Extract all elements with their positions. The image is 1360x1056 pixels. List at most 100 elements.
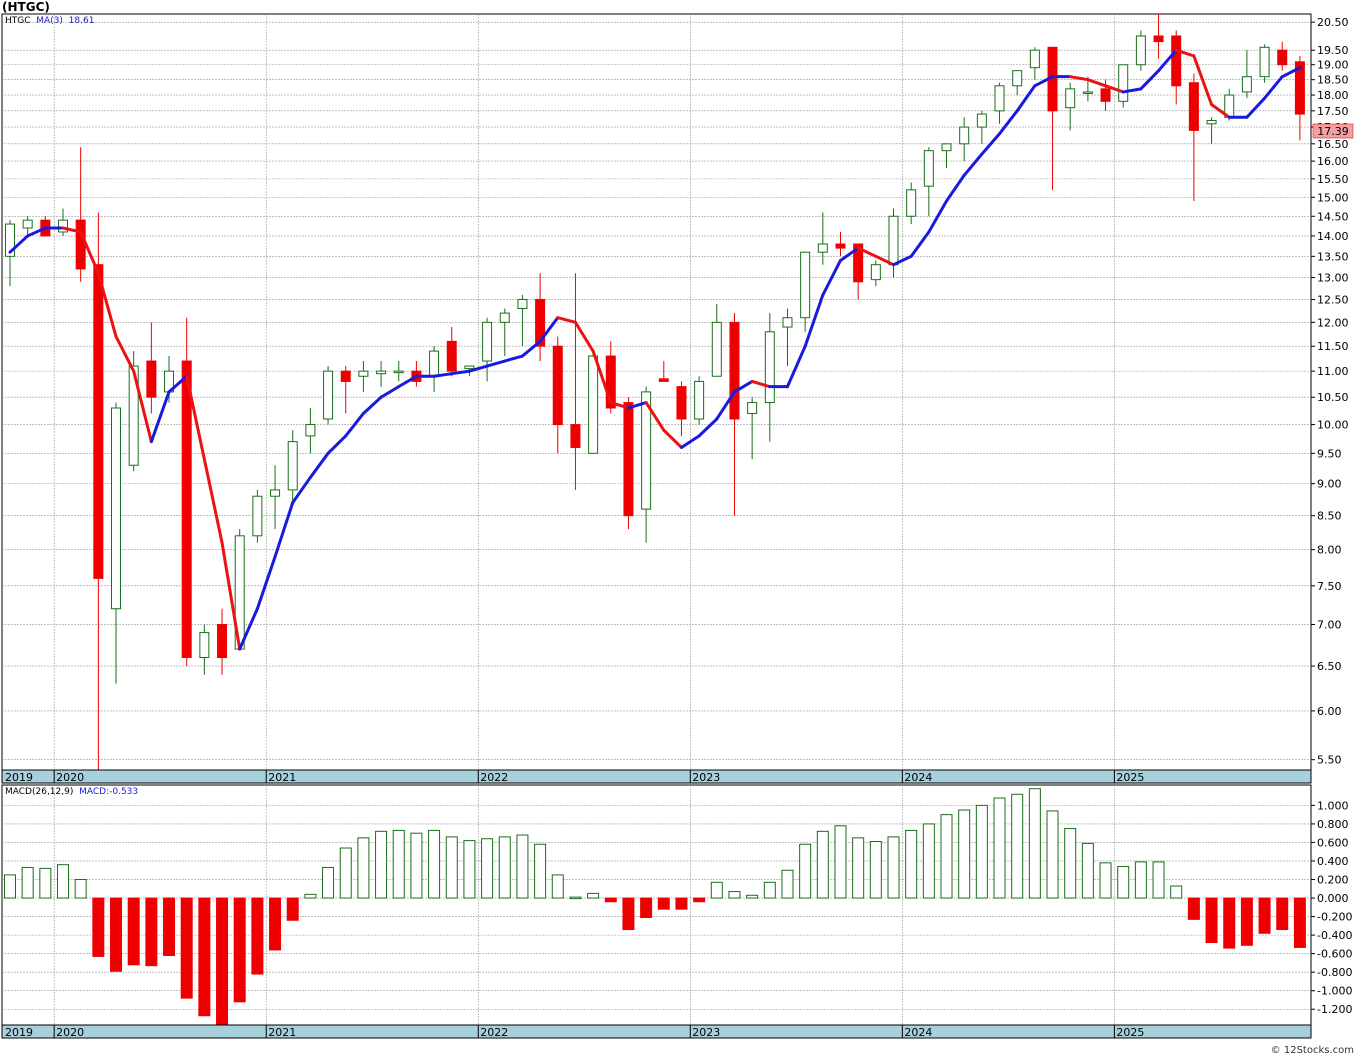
- ma3-segment: [79, 230, 100, 275]
- macd-year-labels: 2019 2020 2021 2022 2023 2024 2025: [5, 1025, 1144, 1039]
- candle-body: [747, 402, 758, 414]
- macd-tick-label: 0.400: [1317, 855, 1349, 868]
- macd-bar: [304, 893, 317, 899]
- candle-body: [340, 370, 351, 382]
- candle-body: [1029, 49, 1040, 69]
- macd-y-axis: -1.200 -1.000 -0.800 -0.600 -0.400 -0.200 0.00…: [1311, 799, 1352, 1016]
- macd-tick-label: 1.000: [1317, 799, 1349, 812]
- price-tick-label: 13.50: [1317, 250, 1349, 263]
- macd-bar: [322, 866, 335, 899]
- macd-bar: [198, 897, 211, 1017]
- macd-legend-value: MACD:-0.533: [79, 787, 139, 797]
- ma3-segment: [8, 234, 30, 254]
- macd-bar: [905, 829, 918, 899]
- macd-bar: [675, 897, 688, 910]
- macd-bar: [110, 897, 123, 972]
- macd-bar: [551, 874, 564, 899]
- macd-bar: [127, 897, 140, 966]
- candle-body: [605, 355, 616, 409]
- ma3-segment: [291, 475, 312, 505]
- ma3-segment: [308, 451, 330, 479]
- macd-bar: [481, 838, 494, 899]
- macd-bar: [604, 897, 617, 903]
- macd-bar: [763, 881, 776, 899]
- macd-bar: [428, 829, 441, 899]
- candle-body: [393, 370, 404, 374]
- candle-body: [305, 424, 316, 437]
- candle-body: [482, 321, 493, 362]
- candle-body: [835, 243, 846, 249]
- macd-legend-label: MACD(26,12,9): [5, 787, 74, 797]
- price-tick-label: 10.50: [1317, 391, 1349, 404]
- macd-bar: [569, 896, 582, 900]
- candle-body: [252, 495, 263, 537]
- ma3-segment: [715, 390, 736, 421]
- year-label: 2021: [268, 1026, 296, 1039]
- macd-bar: [92, 897, 105, 957]
- ma3-segment: [1245, 96, 1267, 119]
- price-tick-label: 14.00: [1317, 230, 1349, 243]
- macd-bar: [1293, 897, 1306, 948]
- macd-bar: [940, 814, 953, 899]
- macd-bar: [622, 897, 635, 931]
- ma3-segment: [1280, 66, 1302, 79]
- candle-body: [959, 126, 970, 145]
- macd-bar: [922, 823, 935, 899]
- price-tick-label: 12.50: [1317, 293, 1349, 306]
- macd-bar: [233, 897, 246, 1003]
- ma3-segment: [732, 379, 754, 394]
- ma3-segment: [202, 457, 224, 545]
- candle-body: [5, 223, 15, 257]
- macd-bar: [392, 829, 405, 899]
- legend-ma-label: MA(3): [36, 16, 63, 26]
- macd-tick-label: -0.200: [1317, 911, 1352, 924]
- ma3-segment: [149, 390, 171, 444]
- candle-body: [588, 355, 599, 454]
- ma3-segment: [132, 369, 153, 444]
- price-tick-label: 10.00: [1317, 419, 1349, 432]
- ma3-segment: [185, 374, 206, 461]
- macd-tick-label: 0.000: [1317, 892, 1349, 905]
- candle-body: [499, 312, 510, 323]
- candle-body: [199, 632, 210, 659]
- ma3-segment: [980, 132, 1002, 156]
- ma3-segment: [662, 428, 683, 449]
- candle-body: [888, 215, 899, 266]
- candle-body: [535, 298, 546, 347]
- price-tick-label: 15.00: [1317, 191, 1349, 204]
- candle-body: [323, 370, 334, 420]
- macd-bar: [498, 836, 511, 899]
- macd-bar: [339, 847, 352, 899]
- ma3-segment: [538, 316, 560, 343]
- macd-bar: [1170, 885, 1183, 899]
- ma3-segment: [679, 434, 701, 449]
- ma3-segment: [503, 354, 524, 363]
- candle-body: [817, 243, 828, 253]
- macd-bar: [869, 841, 882, 899]
- ma3-segment: [361, 395, 383, 415]
- ma3-segment: [945, 173, 966, 203]
- ma3-segment: [485, 359, 507, 368]
- macd-bar: [21, 866, 34, 899]
- macd-bar: [1099, 862, 1112, 899]
- ma3-segment: [344, 411, 365, 438]
- year-label: 2020: [56, 771, 84, 784]
- candle-body: [270, 489, 281, 497]
- ma3-segment: [1104, 84, 1125, 94]
- ma3-segment: [909, 230, 931, 258]
- candle-body: [429, 350, 440, 377]
- ma3-segment: [609, 401, 630, 410]
- macd-bar: [852, 837, 865, 899]
- macd-bar: [1223, 897, 1236, 949]
- price-tick-label: 19.50: [1317, 44, 1349, 57]
- candle-body: [623, 402, 634, 517]
- macd-bar: [145, 897, 158, 967]
- year-label: 2019: [5, 1026, 33, 1039]
- ma3-segment: [1121, 87, 1143, 94]
- ma3-segment: [255, 555, 277, 611]
- ma3-segment: [892, 254, 913, 267]
- ma3-segment: [450, 369, 471, 376]
- macd-bar: [975, 804, 988, 899]
- macd-bar: [286, 897, 299, 921]
- year-label: 2025: [1116, 1026, 1144, 1039]
